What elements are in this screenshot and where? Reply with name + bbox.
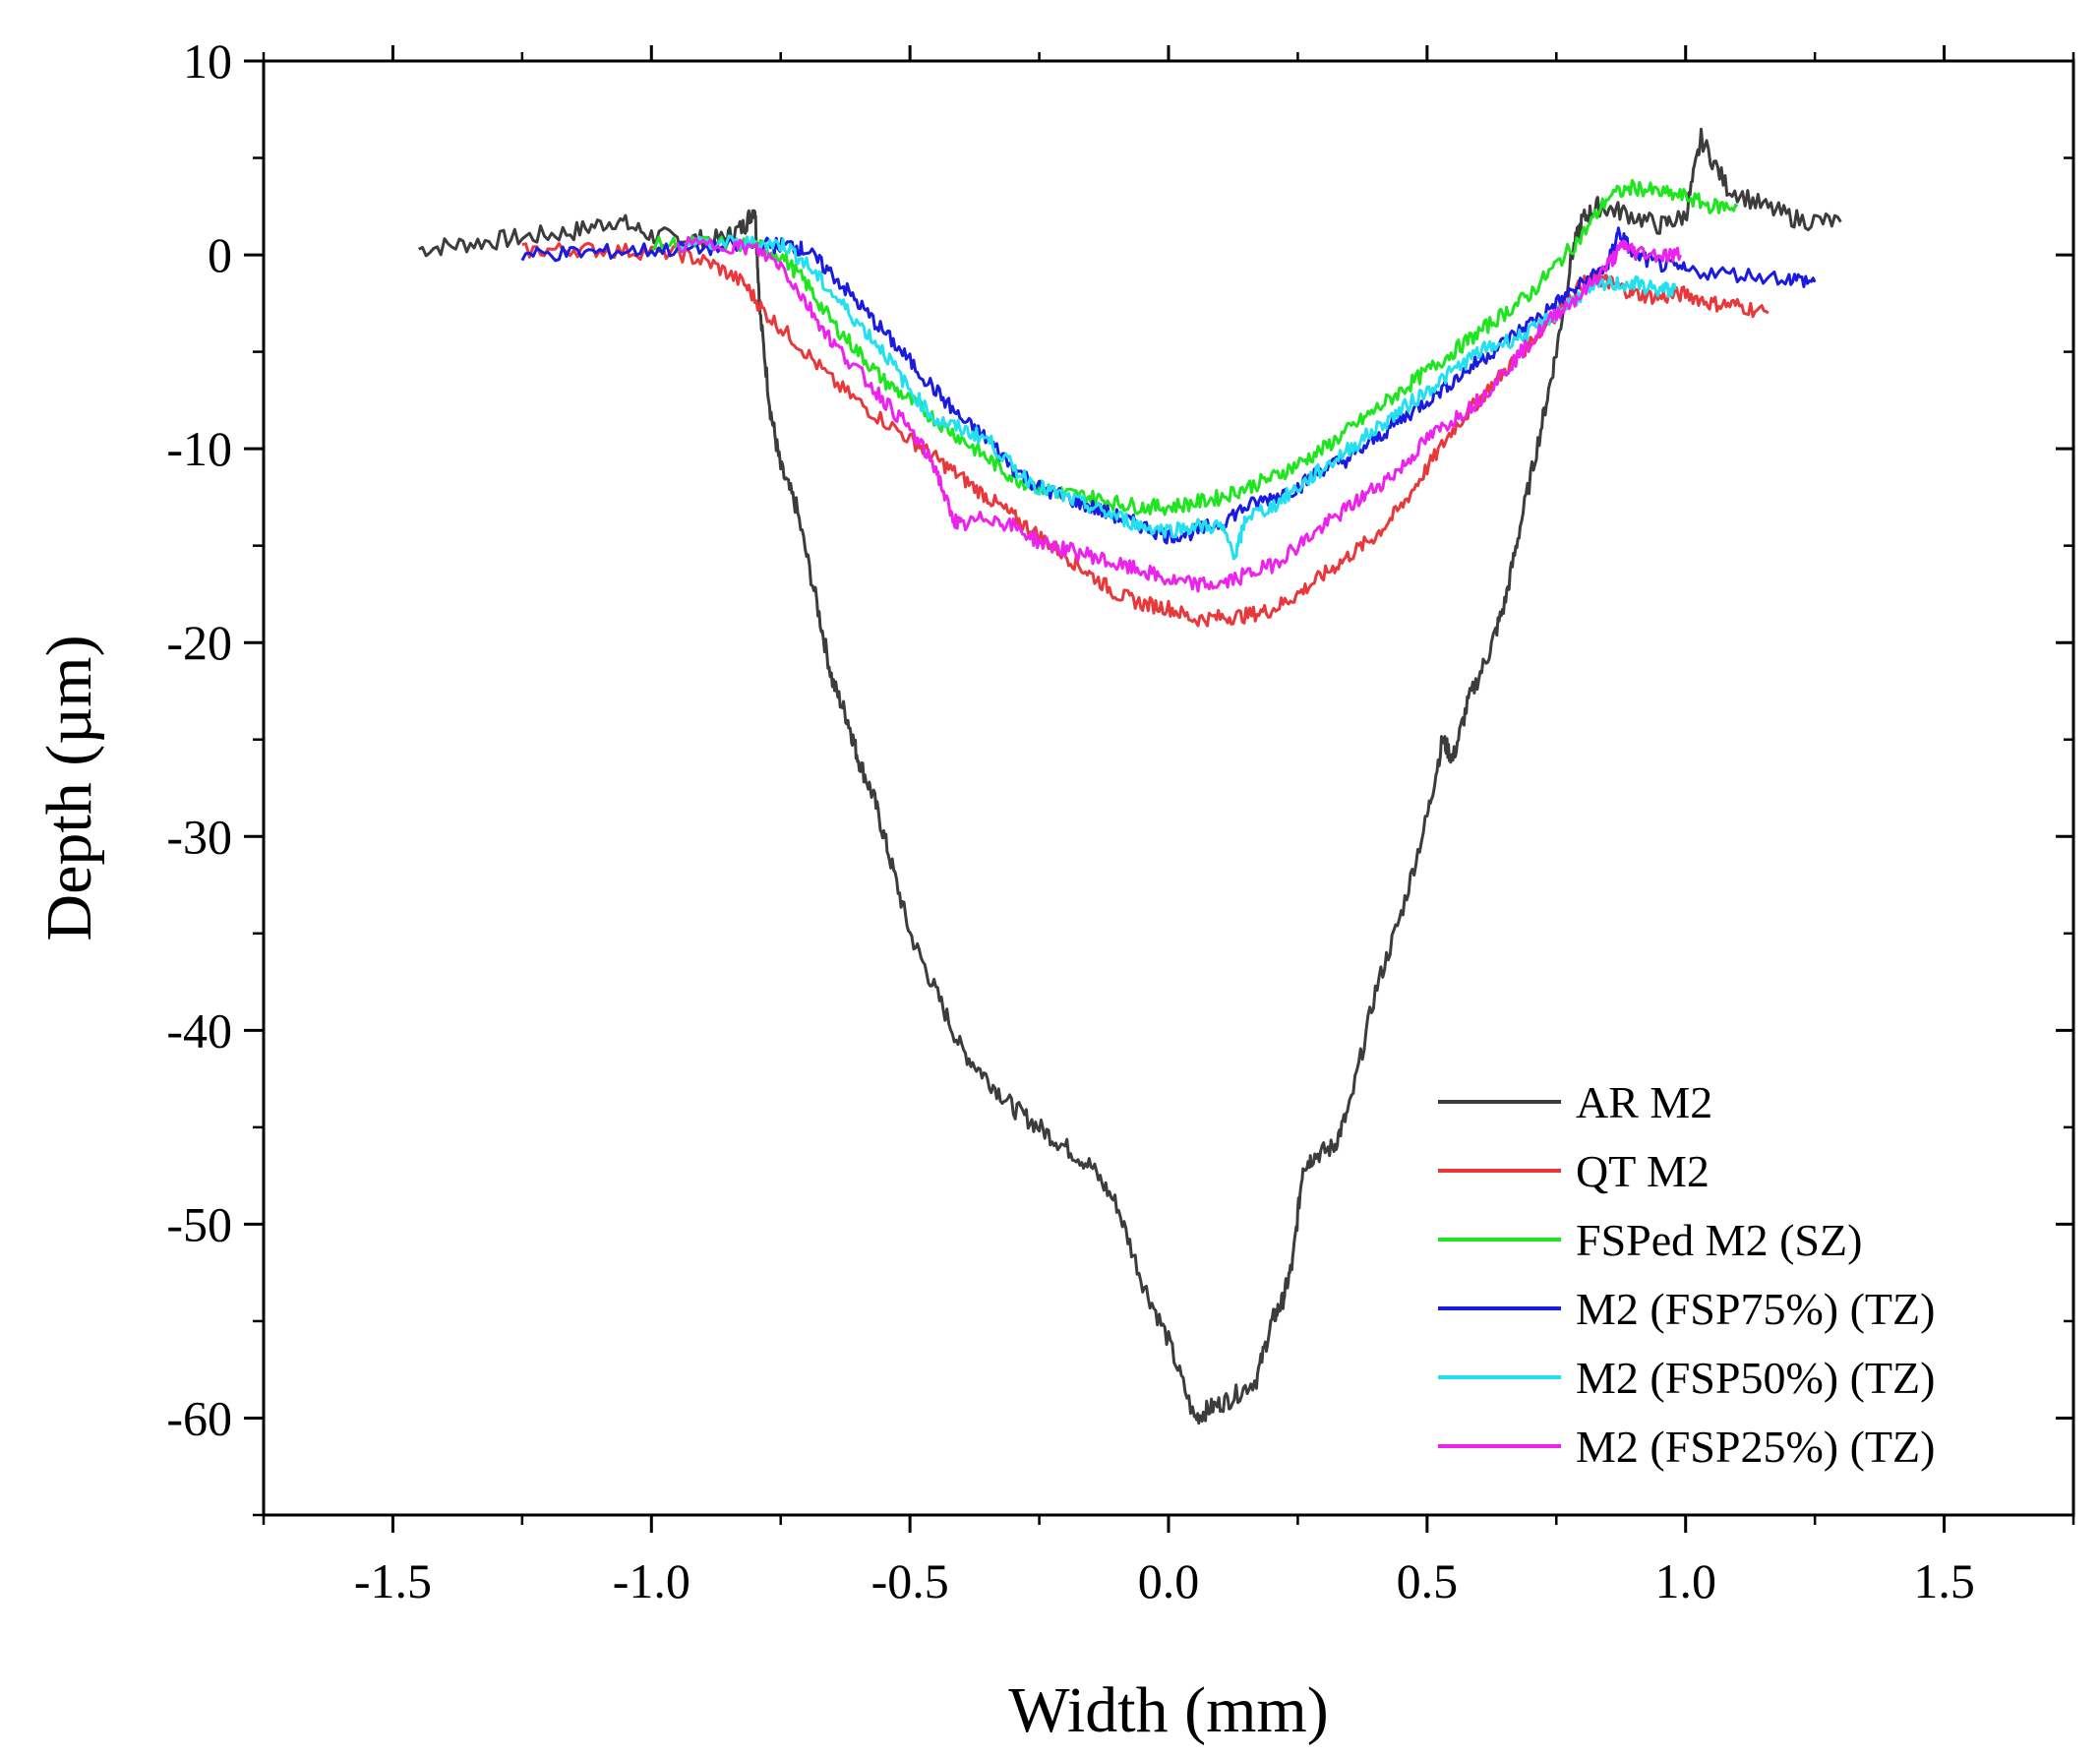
legend-label-3: M2 (FSP75%) (TZ): [1576, 1284, 1935, 1334]
ticks-layer: -1.5 -1.0 -0.5 0.0 0.5 1.0 1.5 10 0 -10 -20 -30 -40 -…: [166, 33, 2075, 1608]
y-tick-label: 10: [183, 33, 232, 89]
series-layer: [418, 127, 1842, 1425]
y-tick-label: -30: [166, 809, 232, 864]
y-tick-label: -10: [166, 421, 232, 476]
series-line-5: [676, 235, 1682, 593]
x-tick-label: -1.0: [613, 1553, 690, 1608]
y-tick-label: -20: [166, 615, 232, 670]
legend-label-0: AR M2: [1576, 1077, 1712, 1127]
y-tick-label: 0: [208, 227, 232, 282]
series-line-3: [520, 226, 1817, 545]
legend-label-1: QT M2: [1576, 1146, 1710, 1196]
y-axis-title: Depth (µm): [33, 635, 105, 940]
legend: AR M2 QT M2 FSPed M2 (SZ) M2 (FSP75%) (TZ) M…: [1438, 1077, 1935, 1472]
x-tick-label: -1.5: [354, 1553, 432, 1608]
legend-label-5: M2 (FSP25%) (TZ): [1576, 1422, 1935, 1472]
series-line-1: [521, 241, 1770, 628]
x-tick-label: 1.0: [1654, 1553, 1716, 1608]
x-tick-label: 0.5: [1397, 1553, 1459, 1608]
legend-label-4: M2 (FSP50%) (TZ): [1576, 1353, 1935, 1403]
y-tick-label: -60: [166, 1390, 232, 1445]
legend-label-2: FSPed M2 (SZ): [1576, 1215, 1862, 1265]
y-tick-label: -40: [166, 1002, 232, 1058]
x-tick-label: 1.5: [1913, 1553, 1975, 1608]
x-tick-label: -0.5: [871, 1553, 949, 1608]
x-tick-label: 0.0: [1138, 1553, 1200, 1608]
x-axis-title: Width (mm): [1008, 1674, 1328, 1746]
series-line-2: [650, 178, 1739, 516]
series-line-4: [676, 234, 1677, 561]
y-tick-label: -50: [166, 1196, 232, 1251]
